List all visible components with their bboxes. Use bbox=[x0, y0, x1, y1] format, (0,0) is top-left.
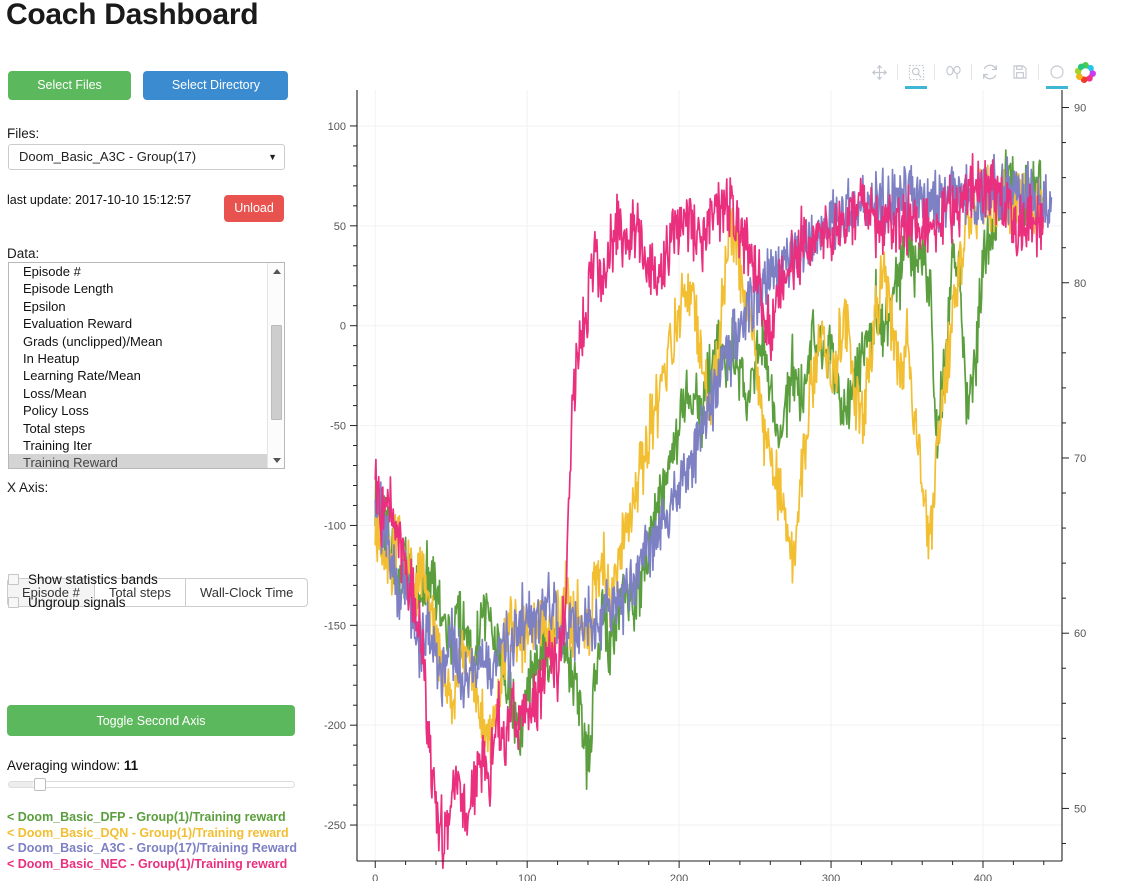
data-list-item[interactable]: Learning Rate/Mean bbox=[23, 368, 141, 384]
x-axis-button-group: Episode # Total steps Wall-Clock Time bbox=[7, 578, 309, 607]
ungroup-signals-label: Ungroup signals bbox=[28, 595, 126, 610]
scroll-down-arrow-icon[interactable] bbox=[268, 452, 284, 468]
data-list-item[interactable]: Policy Loss bbox=[23, 403, 89, 419]
plot-svg: -250 -200 -150 -100 -50 0 50 100 50 60 70 80 90 0 100 2… bbox=[324, 90, 1086, 881]
select-files-button[interactable]: Select Files bbox=[8, 71, 131, 100]
data-list-item[interactable]: Episode # bbox=[23, 264, 81, 279]
svg-text:100: 100 bbox=[328, 121, 346, 133]
x-axis-option-1[interactable]: Episode # bbox=[7, 578, 95, 607]
svg-text:-50: -50 bbox=[330, 421, 346, 433]
data-list-item[interactable]: Total steps bbox=[23, 420, 86, 436]
toggle-second-axis-button[interactable]: Toggle Second Axis bbox=[7, 705, 295, 736]
svg-text:-250: -250 bbox=[324, 820, 346, 832]
select-directory-button[interactable]: Select Directory bbox=[143, 71, 289, 100]
chart-container: -250 -200 -150 -100 -50 0 50 100 50 60 70 80 90 0 100 2… bbox=[300, 50, 1142, 881]
scrollbar-thumb[interactable] bbox=[271, 325, 282, 420]
svg-text:0: 0 bbox=[340, 321, 346, 333]
data-list-item[interactable]: Epsilon bbox=[23, 298, 66, 314]
svg-text:100: 100 bbox=[518, 873, 536, 881]
averaging-window-value: 11 bbox=[123, 758, 139, 773]
x-axis-option-3[interactable]: Wall-Clock Time bbox=[185, 578, 309, 607]
averaging-window-slider[interactable] bbox=[8, 778, 295, 791]
files-select[interactable]: Doom_Basic_A3C - Group(17) ▼ bbox=[8, 144, 285, 170]
scroll-up-arrow-icon[interactable] bbox=[268, 263, 284, 279]
data-signal-list[interactable]: Episode # Episode Length Epsilon Evaluation… bbox=[8, 262, 285, 469]
svg-text:50: 50 bbox=[1074, 803, 1086, 815]
svg-text:70: 70 bbox=[1074, 453, 1086, 465]
control-sidebar: Select Files Select Directory Files: Doo… bbox=[0, 60, 309, 881]
x-axis-label: X Axis: bbox=[7, 480, 49, 495]
svg-text:90: 90 bbox=[1074, 103, 1086, 115]
data-list-item[interactable]: Loss/Mean bbox=[23, 385, 87, 401]
pan-icon[interactable] bbox=[864, 59, 894, 85]
ungroup-signals-checkbox[interactable] bbox=[8, 597, 19, 608]
data-list-item[interactable]: In Heatup bbox=[23, 350, 80, 366]
averaging-window-label: Averaging window: 11 bbox=[7, 758, 138, 773]
ungroup-signals-row[interactable]: Ungroup signals bbox=[8, 595, 126, 610]
svg-text:400: 400 bbox=[974, 873, 992, 881]
svg-text:300: 300 bbox=[822, 873, 840, 881]
svg-text:60: 60 bbox=[1074, 628, 1086, 640]
unload-button[interactable]: Unload bbox=[224, 195, 284, 222]
spike-lines-icon[interactable] bbox=[1042, 59, 1072, 89]
plot-modebar bbox=[864, 58, 1098, 89]
file-buttons-row: Select Files Select Directory bbox=[8, 71, 289, 100]
slider-track bbox=[8, 781, 295, 788]
svg-text:-100: -100 bbox=[324, 520, 346, 532]
data-list-item[interactable]: Training Reward bbox=[9, 454, 267, 468]
modebar-divider bbox=[971, 64, 972, 80]
last-update-text: last update: 2017-10-10 15:12:57 bbox=[7, 193, 192, 207]
svg-text:200: 200 bbox=[670, 873, 688, 881]
zoom-select-icon[interactable] bbox=[901, 59, 931, 89]
modebar-divider bbox=[1038, 64, 1039, 80]
show-statistics-bands-row[interactable]: Show statistics bands bbox=[8, 572, 158, 587]
data-list-item[interactable]: Grads (unclipped)/Mean bbox=[23, 333, 163, 349]
svg-text:0: 0 bbox=[372, 873, 378, 881]
svg-text:80: 80 bbox=[1074, 278, 1086, 290]
legend-entry[interactable]: < Doom_Basic_NEC - Group(1)/Training rew… bbox=[7, 856, 288, 871]
files-label: Files: bbox=[7, 126, 40, 141]
series-legend: < Doom_Basic_DFP - Group(1)/Training rew… bbox=[7, 810, 297, 872]
plot-area[interactable]: -250 -200 -150 -100 -50 0 50 100 50 60 70 80 90 0 100 2… bbox=[300, 50, 1142, 881]
show-statistics-bands-label: Show statistics bands bbox=[28, 572, 158, 587]
legend-entry[interactable]: < Doom_Basic_DQN - Group(1)/Training rew… bbox=[7, 825, 289, 840]
data-label: Data: bbox=[7, 246, 40, 261]
data-list-scrollbar[interactable] bbox=[267, 263, 284, 468]
modebar-divider bbox=[897, 64, 898, 80]
data-list-item[interactable]: Episode Length bbox=[23, 281, 114, 297]
reset-axes-icon[interactable] bbox=[975, 59, 1005, 85]
show-statistics-bands-checkbox[interactable] bbox=[8, 574, 19, 585]
x-axis-option-2[interactable]: Total steps bbox=[94, 578, 186, 607]
svg-text:50: 50 bbox=[334, 221, 346, 233]
page-title: Coach Dashboard bbox=[6, 0, 259, 31]
save-snapshot-icon[interactable] bbox=[1005, 59, 1035, 85]
unload-button-wrap: Unload bbox=[224, 195, 284, 222]
svg-text:-200: -200 bbox=[324, 720, 346, 732]
slider-fill bbox=[9, 782, 33, 787]
averaging-window-text: Averaging window: bbox=[7, 758, 121, 773]
slider-handle[interactable] bbox=[34, 778, 46, 791]
data-list-item[interactable]: Evaluation Reward bbox=[23, 316, 133, 332]
legend-entry[interactable]: < Doom_Basic_DFP - Group(1)/Training rew… bbox=[7, 810, 286, 824]
modebar-divider bbox=[934, 64, 935, 80]
data-signal-list-inner: Episode # Episode Length Epsilon Evaluation… bbox=[9, 263, 267, 468]
plotly-logo-icon[interactable] bbox=[1072, 59, 1098, 85]
data-list-item[interactable]: Training Iter bbox=[23, 437, 92, 453]
files-select-value: Doom_Basic_A3C - Group(17) bbox=[19, 149, 197, 164]
svg-text:-150: -150 bbox=[324, 620, 346, 632]
lasso-select-icon[interactable] bbox=[938, 59, 968, 85]
legend-entry[interactable]: < Doom_Basic_A3C - Group(17)/Training Re… bbox=[7, 841, 297, 856]
chevron-down-icon: ▼ bbox=[268, 152, 277, 162]
